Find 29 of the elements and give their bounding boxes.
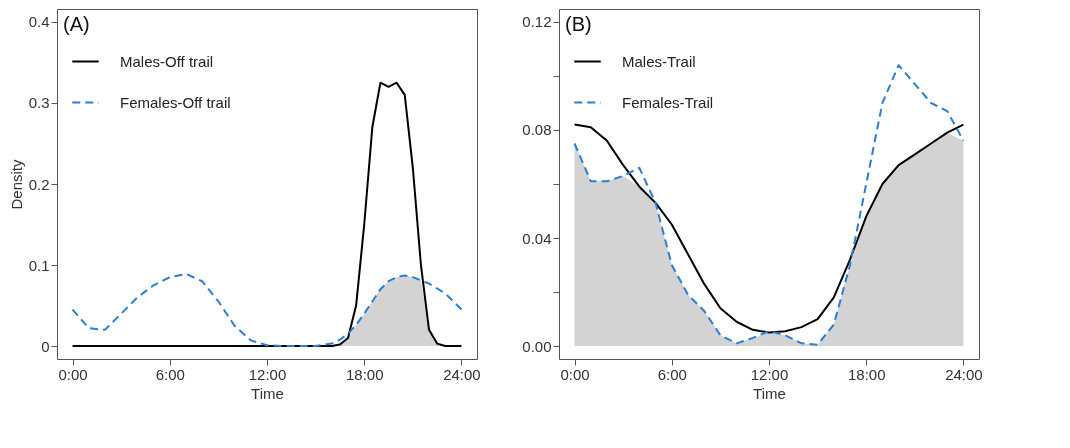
y-tick-label: 0.4 <box>28 13 50 31</box>
line-series <box>71 81 463 348</box>
legend-label: Males-Off trail <box>120 52 214 70</box>
x-tick-label: 24:00 <box>945 365 983 383</box>
x-tick-label: 6:00 <box>657 365 687 383</box>
y-axis-title: Density <box>7 159 25 210</box>
legend-label: Females-Trail <box>622 93 714 111</box>
y-tick-label: 0 <box>41 337 50 355</box>
x-tick-label: 12:00 <box>248 365 287 383</box>
chart-title: (B) <box>565 13 592 35</box>
y-tick-label: 0.3 <box>28 94 50 112</box>
x-tick-label: 0:00 <box>58 365 88 383</box>
y-tick-label: 0.04 <box>522 229 552 247</box>
y-tick-label: 0.00 <box>522 337 552 355</box>
legend-label: Females-Off trail <box>120 93 231 111</box>
x-tick-label: 0:00 <box>560 365 590 383</box>
x-tick-label: 6:00 <box>155 365 185 383</box>
x-tick-label: 12:00 <box>750 365 789 383</box>
x-tick-label: 18:00 <box>847 365 886 383</box>
y-tick-label: 0.12 <box>522 13 552 31</box>
chart-title: (A) <box>63 13 90 35</box>
legend-label: Males-Trail <box>622 52 696 70</box>
y-tick-label: 0.08 <box>522 121 552 139</box>
y-tick-label: 0.1 <box>28 256 50 274</box>
x-tick-label: 24:00 <box>443 365 481 383</box>
y-tick-label: 0.2 <box>28 175 50 193</box>
x-axis-title: Time <box>753 384 786 402</box>
x-tick-label: 18:00 <box>345 365 384 383</box>
x-axis-title: Time <box>251 384 284 402</box>
